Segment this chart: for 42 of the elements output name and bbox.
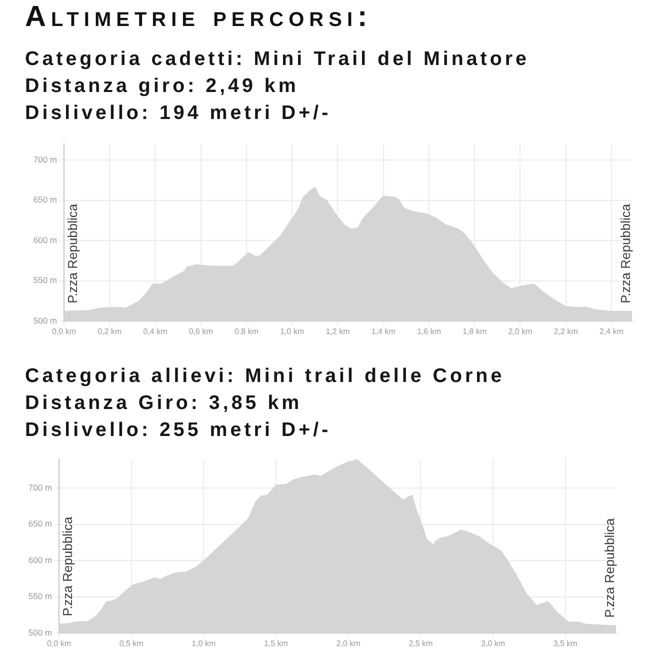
y-tick-label: 500 m [28,627,52,638]
chart-subtitle: Categoria allievi: Mini trail delle Corne [24,364,506,389]
y-tick-label: 600 m [33,234,57,245]
x-tick-label: 3,0 km [481,639,506,648]
x-tick-label: 0,0 km [52,327,76,336]
x-tick-label: 1,0 km [192,639,216,648]
chart-subtitle: Categoria cadetti: Mini Trail del Minatore [24,47,531,72]
text: Dislivello: 255 metri D+/- [24,418,332,443]
text: Dislivello: 194 metri D+/- [24,101,332,126]
x-tick-label: 2,4 km [599,327,624,336]
y-tick-label: 550 m [33,275,57,286]
x-tick-label: 2,0 km [508,327,533,336]
x-tick-label: 1,0 km [280,327,304,336]
y-tick-label: 500 m [33,315,57,326]
x-tick-label: 2,0 km [336,639,361,648]
y-tick-label: 550 m [28,591,52,602]
annotation: P.zza Repubblica [602,517,618,618]
x-tick-label: 1,6 km [416,327,442,336]
chart-title: Altimetrie percorsi: [24,0,374,34]
x-tick-label: 1,4 km [371,327,396,336]
annotation: P.zza Repubblica [618,203,634,304]
x-tick-label: 0,2 km [98,327,122,336]
x-tick-label: 0,6 km [188,327,214,336]
x-tick-label: 3,5 km [553,639,578,648]
y-tick-label: 650 m [28,518,52,529]
x-tick-label: 2,2 km [554,327,578,336]
y-tick-label: 700 m [28,482,52,492]
text: Distanza Giro: 3,85 km [24,391,304,416]
text: Distanza giro: 2,49 km [24,74,300,99]
x-tick-label: 1,2 km [326,327,350,336]
y-tick-label: 700 m [33,154,57,164]
x-tick-label: 0,5 km [119,639,144,648]
x-tick-label: 2,5 km [408,639,434,648]
x-tick-label: 0,0 km [46,639,72,648]
annotation: P.zza Repubblica [65,203,80,304]
y-tick-label: 600 m [28,554,52,565]
y-tick-label: 650 m [33,194,57,205]
x-tick-label: 0,4 km [143,327,168,336]
annotation: P.zza Repubblica [60,516,76,616]
x-tick-label: 1,5 km [264,639,288,648]
x-tick-label: 0,8 km [234,327,259,336]
x-tick-label: 1,8 km [462,327,487,336]
